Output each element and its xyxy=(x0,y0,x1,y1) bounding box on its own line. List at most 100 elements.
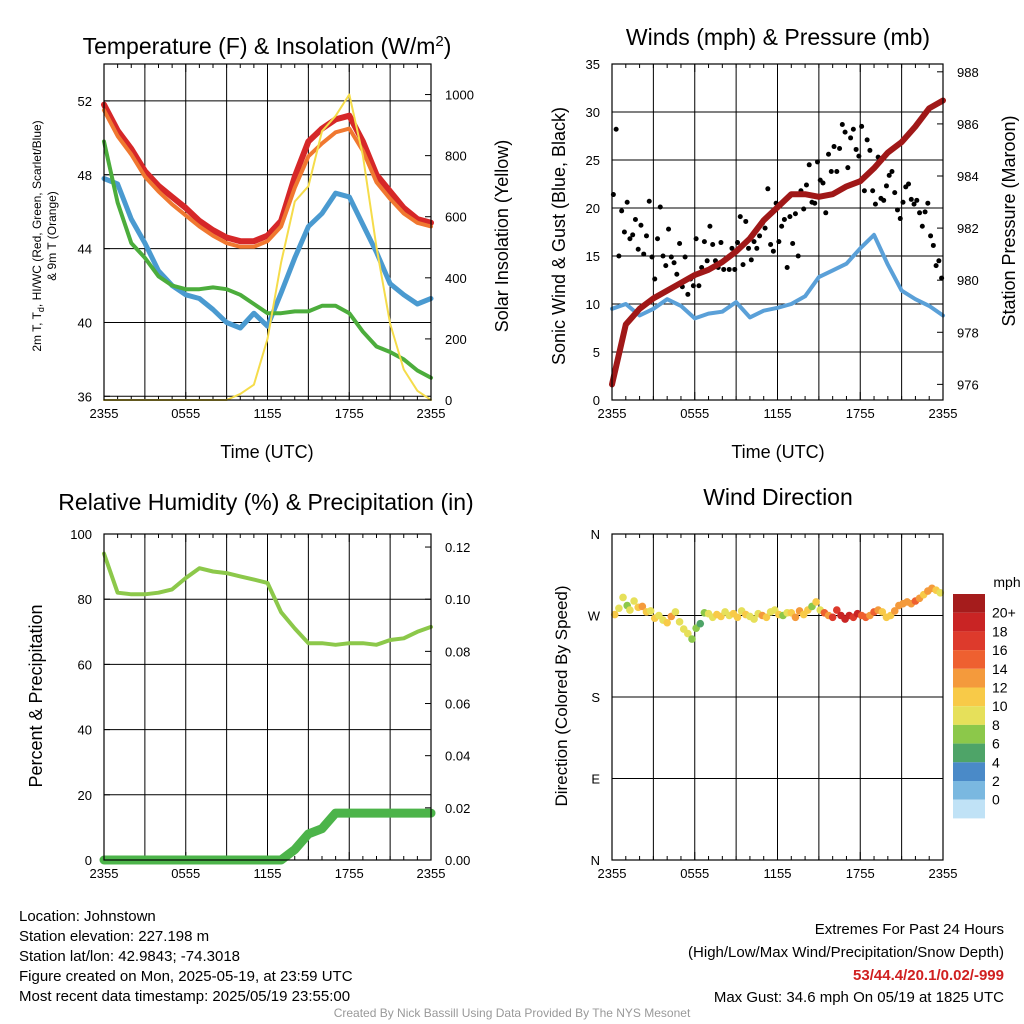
gust-point xyxy=(784,265,790,271)
gust-point xyxy=(837,145,843,151)
gust-point xyxy=(710,241,716,247)
temperature-ylabel-left: 2m T, Td, HI/WC (Red, Green, Scarlet/Blu… xyxy=(30,120,46,351)
extremes-subtitle: (High/Low/Max Wind/Precipitation/Snow De… xyxy=(688,944,1004,961)
x-tick-label: 0555 xyxy=(680,866,709,881)
gust-point xyxy=(812,200,818,206)
direction-point xyxy=(696,619,705,628)
gust-point xyxy=(657,204,663,210)
x-tick-label: 1155 xyxy=(764,406,792,421)
gust-point xyxy=(801,206,807,212)
direction-point xyxy=(812,598,820,606)
rh-line xyxy=(102,551,433,647)
direction-point xyxy=(663,618,671,627)
x-tick-label: 2355 xyxy=(598,866,627,881)
legend-swatch xyxy=(953,724,985,744)
temperature-title: Temperature (F) & Insolation (W/m2) xyxy=(83,33,452,59)
legend-swatch xyxy=(953,668,985,688)
gust-point xyxy=(925,200,931,206)
gust-point xyxy=(933,263,939,269)
gust-point xyxy=(864,137,870,143)
gust-point xyxy=(693,236,699,242)
gust-point xyxy=(762,225,768,231)
recent-data-text: Most recent data timestamp: 2025/05/19 2… xyxy=(19,988,351,1005)
gust-point xyxy=(726,266,732,272)
gust-point xyxy=(859,123,865,129)
gust-point xyxy=(643,233,649,239)
y2-tick-label: 0.06 xyxy=(445,697,470,712)
y-tick-label: 35 xyxy=(586,57,600,72)
gust-point xyxy=(751,239,757,245)
legend-swatch xyxy=(953,594,985,613)
gust-point xyxy=(663,263,669,269)
gust-point xyxy=(666,226,672,232)
gust-point xyxy=(908,196,914,202)
direction-point xyxy=(936,589,945,597)
gust-point xyxy=(870,188,876,194)
gust-point xyxy=(735,240,741,246)
latlon-text: Station lat/lon: 42.9843; -74.3018 xyxy=(19,948,241,965)
direction-point xyxy=(688,635,696,643)
legend-swatch xyxy=(953,687,985,707)
wind-line xyxy=(610,232,945,321)
x-tick-label: 2355 xyxy=(417,406,446,421)
gust-point xyxy=(627,236,633,242)
y-tick-label: 52 xyxy=(78,94,92,109)
gust-point xyxy=(894,207,900,213)
temperature-panel: Temperature (F) & Insolation (W/m2) 2355… xyxy=(30,33,512,462)
y-tick-label: 40 xyxy=(78,315,92,330)
gust-point xyxy=(704,258,710,264)
x-tick-label: 2355 xyxy=(90,866,119,881)
direction-point xyxy=(619,593,627,602)
gust-point xyxy=(781,217,787,223)
credit-text: Created By Nick Bassill Using Data Provi… xyxy=(333,1006,691,1020)
gust-point xyxy=(743,218,749,224)
y2-tick-label: 0.08 xyxy=(445,644,470,659)
gust-point xyxy=(848,135,854,141)
gust-point xyxy=(740,262,746,268)
y-tick-label: S xyxy=(591,690,600,705)
wind-ylabel-right: Station Pressure (Maroon) xyxy=(999,115,1019,326)
gust-point xyxy=(682,254,688,260)
gust-point xyxy=(867,147,873,153)
y-tick-label: 15 xyxy=(586,249,600,264)
plot-frame xyxy=(103,63,432,401)
gust-point xyxy=(646,198,652,204)
y-tick-label: 0 xyxy=(593,393,600,408)
gust-point xyxy=(652,276,658,282)
direction-point xyxy=(750,615,758,623)
gust-point xyxy=(619,208,625,214)
extremes-block: Extremes For Past 24 Hours (High/Low/Max… xyxy=(688,921,1004,1006)
gust-point xyxy=(632,217,638,223)
x-tick-label: 0555 xyxy=(171,866,200,881)
gust-point xyxy=(748,257,754,263)
gust-point xyxy=(701,239,707,245)
y2-tick-label: 400 xyxy=(445,271,467,286)
elevation-text: Station elevation: 227.198 m xyxy=(19,928,210,945)
y2-tick-label: 978 xyxy=(957,325,979,340)
gust-point xyxy=(889,169,895,175)
gust-point xyxy=(754,245,760,251)
gust-point xyxy=(856,153,862,159)
legend-swatch xyxy=(953,631,985,651)
legend-swatch xyxy=(953,743,985,763)
legend-label: 8 xyxy=(992,717,1000,733)
station-info: Location: Johnstown Station elevation: 2… xyxy=(19,907,353,1007)
gust-point xyxy=(732,266,738,272)
speed-legend: mph 20+ 18 16 14 12 10 8 6 4 2 0 xyxy=(953,574,1021,819)
y-tick-label: 44 xyxy=(78,242,92,257)
x-tick-label: 2355 xyxy=(417,866,446,881)
y2-tick-label: 600 xyxy=(445,210,467,225)
location-text: Location: Johnstown xyxy=(19,908,156,925)
gust-point xyxy=(635,246,641,252)
x-tick-label: 1155 xyxy=(254,866,282,881)
legend-label: 0 xyxy=(992,792,1000,808)
y-tick-label: N xyxy=(591,527,600,542)
x-tick-label: 0555 xyxy=(680,406,709,421)
gust-point xyxy=(768,241,774,247)
gust-point xyxy=(746,245,752,251)
wind-panel: Winds (mph) & Pressure (mb) 2355 0555 1155… xyxy=(549,24,1019,462)
gust-point xyxy=(649,254,655,260)
y2-tick-label: 984 xyxy=(957,169,979,184)
gust-point xyxy=(613,126,619,132)
